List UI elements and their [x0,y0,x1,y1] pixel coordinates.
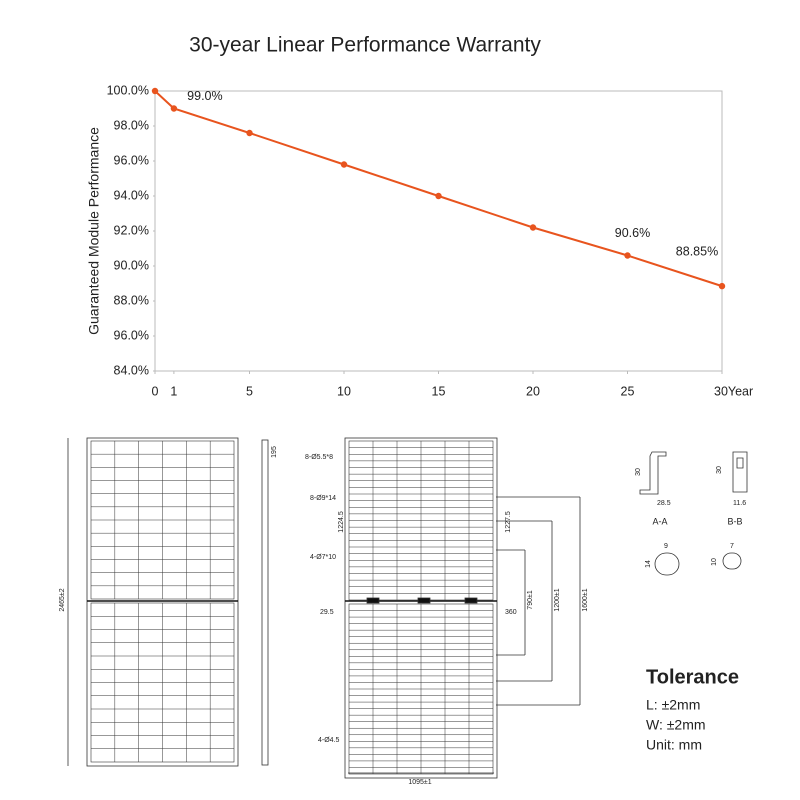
x-tick-label: 0 [152,384,159,398]
slot-b [722,552,742,570]
dim-label: 29.5 [320,609,334,616]
point [170,105,178,112]
dim-label: 2465±2 [59,588,66,611]
point [529,224,537,231]
y-tick-label: 100.0% [107,83,149,97]
dim-label: 30 [635,468,642,476]
y-tick-label: 90.0% [114,258,149,272]
front-frame [86,437,239,767]
dim-label: 1600±1 [582,588,589,611]
point [151,87,159,95]
profile-b [732,451,748,493]
dim-label: 28.5 [657,500,671,507]
slot-a [654,552,680,576]
x-tick-label: 30Year [714,384,753,398]
dim-label: 8-Ø9*14 [310,495,336,502]
dim-label: 9 [664,543,668,550]
dim-label: 10 [711,558,718,566]
y-tick-label: 98.0% [114,118,149,132]
y-tick-label: 88.0% [114,293,149,307]
dim-label: 8-Ø5.5*8 [305,454,333,461]
tolerance-line: W: ±2mm [646,717,706,733]
tolerance-title: Tolerance [646,666,739,688]
tolerance-line: L: ±2mm [646,697,700,713]
y-tick-label: 92.0% [114,223,149,237]
x-tick-label: 25 [621,384,635,398]
junction-box [366,597,380,604]
drawings [67,437,748,779]
dim-label: 1095±1 [408,779,431,786]
y-tick-label: 94.0% [114,188,149,202]
chart: 100.0% 98.0% 96.0% 94.0% 92.0% 90.0% 88.0% 96.0… [107,83,754,398]
cell-grid [90,440,235,600]
dim-label: 1224.5 [338,511,345,533]
tolerance-line: Unit: mm [646,737,702,753]
x-tick-label: 15 [432,384,446,398]
dim-label: 360 [505,609,517,616]
y-tick-label: 84.0% [114,363,149,377]
dim-label: 790±1 [527,590,534,610]
x-tick-label: 5 [246,384,253,398]
side-view [261,439,269,766]
back-frame [344,437,498,779]
dim-label: 11.6 [733,500,746,507]
dim-label: 1200±1 [554,588,561,611]
cell-grid [90,602,235,763]
dim-label: 7 [730,543,734,550]
line [154,90,723,288]
profile-a [639,451,667,495]
point [718,282,726,290]
cell-grid [348,603,494,775]
dim-label: 30 [716,466,723,474]
data-label: 99.0% [187,89,222,103]
section-label: B-B [727,516,742,526]
point [246,129,253,137]
point [435,192,442,200]
dim-label: 4-Ø4.5 [318,737,340,744]
junction-box [417,597,431,604]
section-label: A-A [652,516,667,526]
data-label: 88.85% [676,244,718,258]
junction-box [464,597,478,604]
data-label: 90.6% [615,226,650,240]
dim-label: 4-Ø7*10 [310,554,336,561]
y-tick-label: 96.0% [114,328,149,342]
x-tick-label: 1 [170,384,177,398]
y-tick-label: 96.0% [114,153,149,167]
chart-title: 30-year Linear Performance Warranty [189,34,541,57]
dim-label: 1227.5 [505,511,512,533]
y-axis-label: Guaranteed Module Performance [86,127,102,335]
dim-label: 195 [271,446,278,458]
point [624,252,631,259]
x-tick-label: 20 [526,384,540,398]
point [340,161,348,168]
dim-label: 14 [645,560,652,568]
x-tick-label: 10 [337,384,351,398]
